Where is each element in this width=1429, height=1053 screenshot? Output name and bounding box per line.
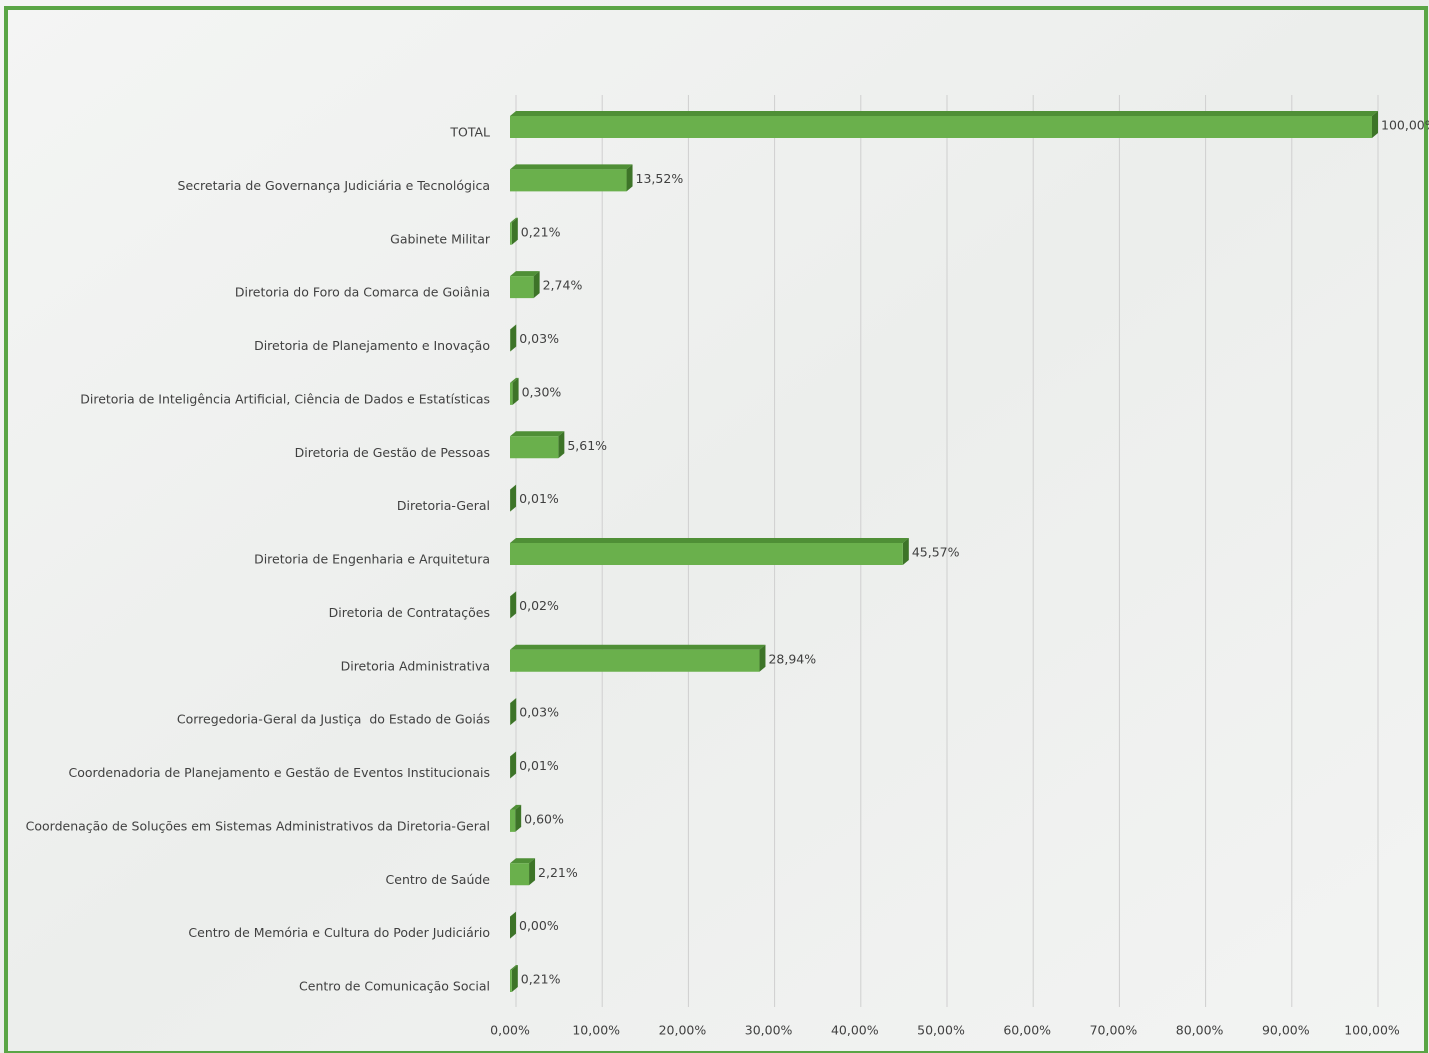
value-label: 13,52%	[636, 171, 684, 186]
value-label: 0,01%	[519, 491, 559, 506]
y-tick-label: Diretoria Administrativa	[341, 658, 490, 673]
value-label: 0,01%	[519, 758, 559, 773]
bar	[510, 436, 558, 458]
value-label: 0,30%	[522, 384, 562, 399]
value-label: 0,21%	[521, 972, 561, 987]
value-label: 0,03%	[519, 331, 559, 346]
bar	[510, 383, 513, 405]
value-label: 28,94%	[768, 651, 816, 666]
bar	[510, 543, 903, 565]
bar-top	[510, 111, 1378, 116]
value-label: 0,60%	[524, 811, 564, 826]
y-tick-label: Gabinete Militar	[390, 231, 491, 246]
value-label: 0,02%	[519, 598, 559, 613]
y-tick-label: Coordenação de Soluções em Sistemas Admi…	[26, 818, 490, 833]
bar-top	[510, 645, 765, 650]
background	[0, 0, 1429, 1053]
x-tick-label: 10,00%	[572, 1023, 620, 1038]
x-tick-label: 30,00%	[745, 1023, 793, 1038]
x-tick-label: 50,00%	[917, 1023, 965, 1038]
bar	[510, 169, 627, 191]
bar	[510, 223, 512, 245]
value-label: 0,00%	[519, 918, 559, 933]
value-label: 0,21%	[521, 224, 561, 239]
x-tick-label: 70,00%	[1090, 1023, 1138, 1038]
x-tick-label: 40,00%	[831, 1023, 879, 1038]
y-tick-label: Diretoria de Gestão de Pessoas	[295, 445, 490, 460]
y-tick-label: Centro de Memória e Cultura do Poder Jud…	[188, 925, 490, 940]
y-tick-label: Diretoria de Inteligência Artificial, Ci…	[80, 391, 490, 406]
y-tick-label: Diretoria do Foro da Comarca de Goiânia	[235, 285, 490, 300]
y-tick-label: Diretoria de Planejamento e Inovação	[254, 338, 490, 353]
y-tick-label: Centro de Saúde	[386, 872, 491, 887]
y-tick-label: TOTAL	[449, 125, 490, 140]
bar	[510, 650, 759, 672]
bar	[510, 970, 512, 992]
value-label: 2,74%	[543, 278, 583, 293]
x-tick-label: 100,00%	[1344, 1023, 1400, 1038]
y-tick-label: Secretaria de Governança Judiciária e Te…	[178, 178, 490, 193]
value-label: 5,61%	[567, 438, 607, 453]
x-tick-label: 0,00%	[490, 1023, 530, 1038]
bar-top	[510, 431, 564, 436]
x-tick-label: 90,00%	[1262, 1023, 1310, 1038]
bar	[510, 863, 529, 885]
value-label: 0,03%	[519, 705, 559, 720]
y-tick-label: Centro de Comunicação Social	[299, 979, 490, 994]
bar	[510, 276, 534, 298]
x-tick-label: 60,00%	[1003, 1023, 1051, 1038]
x-tick-label: 80,00%	[1176, 1023, 1224, 1038]
value-label: 100,00%	[1381, 118, 1429, 133]
value-label: 45,57%	[912, 545, 960, 560]
bar	[510, 116, 1372, 138]
y-tick-label: Coordenadoria de Planejamento e Gestão d…	[69, 765, 490, 780]
bar	[510, 810, 515, 832]
chart: 0,00% 10,00% 20,00% 30,00% 40,00% 50,00% 60,00…	[0, 0, 1429, 1053]
y-tick-label: Corregedoria-Geral da Justiça do Estado …	[177, 712, 490, 727]
y-tick-label: Diretoria de Contratações	[329, 605, 490, 620]
y-tick-label: Diretoria de Engenharia e Arquitetura	[254, 552, 490, 567]
bar-top	[510, 538, 909, 543]
bar-top	[510, 164, 633, 169]
x-tick-label: 20,00%	[659, 1023, 707, 1038]
value-label: 2,21%	[538, 865, 578, 880]
y-tick-label: Diretoria-Geral	[397, 498, 490, 513]
